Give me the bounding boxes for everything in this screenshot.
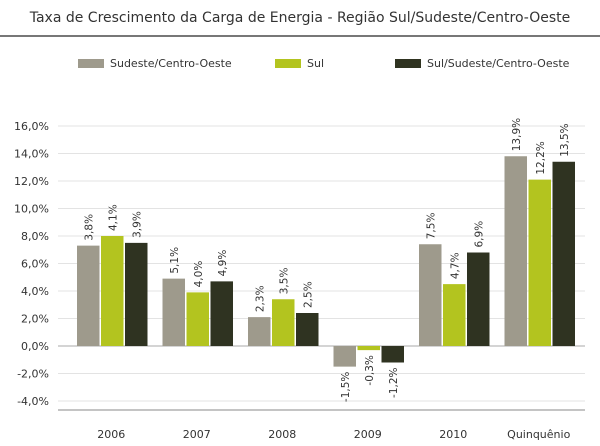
- y-tick-label: 8,0%: [21, 230, 49, 243]
- bar: [443, 284, 466, 346]
- data-label: 4,1%: [107, 204, 119, 231]
- x-tick-label: 2008: [268, 428, 296, 441]
- data-label: 12,2%: [535, 141, 547, 174]
- y-tick-label: 16,0%: [14, 120, 49, 133]
- y-tick-label: -2,0%: [17, 368, 49, 381]
- bar: [272, 299, 295, 346]
- bar: [125, 242, 148, 346]
- x-tick-label: Quinquênio: [507, 428, 570, 441]
- bar: [467, 252, 490, 346]
- data-label: 2,3%: [254, 285, 266, 312]
- bar: [101, 236, 124, 346]
- data-label: -1,2%: [388, 367, 400, 397]
- legend-label: Sul/Sudeste/Centro-Oeste: [427, 56, 570, 70]
- bar: [248, 317, 271, 346]
- x-tick-label: 2009: [354, 428, 382, 441]
- legend-item-sudeste-centro-oeste: Sudeste/Centro-Oeste: [78, 56, 232, 70]
- data-label: 4,9%: [217, 250, 229, 277]
- bar: [77, 245, 100, 346]
- y-tick-label: 14,0%: [14, 148, 49, 161]
- bar: [552, 161, 575, 346]
- bar: [210, 281, 233, 346]
- data-label: 13,5%: [559, 123, 571, 156]
- data-label: -0,3%: [364, 355, 376, 385]
- bar: [504, 156, 527, 346]
- y-tick-label: 0,0%: [21, 340, 49, 353]
- bar: [186, 292, 209, 346]
- bar: [162, 278, 185, 346]
- bar: [528, 179, 551, 346]
- legend-item-sul: Sul: [275, 56, 324, 70]
- y-tick-label: 6,0%: [21, 258, 49, 271]
- x-tick-label: 2010: [439, 428, 467, 441]
- data-label: 3,8%: [83, 214, 95, 241]
- data-label: 3,5%: [278, 268, 290, 295]
- data-label: -1,5%: [340, 372, 352, 402]
- title-divider: [0, 35, 600, 37]
- bar: [357, 346, 380, 351]
- y-tick-label: 10,0%: [14, 203, 49, 216]
- legend-label: Sul: [307, 56, 325, 70]
- data-label: 5,1%: [169, 247, 181, 274]
- legend-swatch: [78, 58, 104, 68]
- data-label: 13,9%: [511, 118, 523, 151]
- chart-title: Taxa de Crescimento da Carga de Energia …: [29, 10, 571, 26]
- data-label: 3,9%: [131, 211, 143, 238]
- y-tick-label: 4,0%: [21, 285, 49, 298]
- data-label: 2,5%: [302, 281, 314, 308]
- y-tick-label: -4,0%: [17, 395, 49, 408]
- x-tick-label: 2007: [183, 428, 211, 441]
- legend-label: Sudeste/Centro-Oeste: [110, 56, 232, 70]
- data-label: 6,9%: [473, 221, 485, 248]
- data-label: 4,7%: [449, 252, 461, 279]
- legend-item-sul-sudeste-centro-oeste: Sul/Sudeste/Centro-Oeste: [395, 56, 569, 70]
- bar: [296, 313, 319, 346]
- data-label: 7,5%: [425, 213, 437, 240]
- data-label: 4,0%: [193, 261, 205, 288]
- legend-swatch: [395, 58, 421, 68]
- x-tick-label: 2006: [97, 428, 125, 441]
- legend-swatch: [275, 58, 301, 68]
- bar: [333, 346, 356, 367]
- y-tick-label: 12,0%: [14, 175, 49, 188]
- y-tick-label: 2,0%: [21, 313, 49, 326]
- bar: [381, 346, 404, 363]
- bar: [419, 244, 442, 346]
